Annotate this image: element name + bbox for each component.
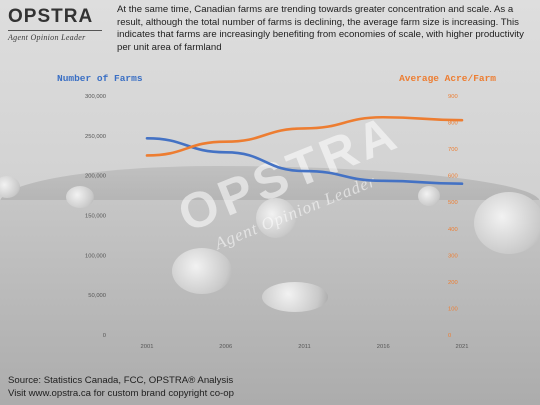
x-axis-tick-label: 2016 [377, 344, 390, 350]
right-axis-title: Average Acre/Farm [399, 73, 496, 84]
left-axis-tick-label: 150,000 [85, 214, 106, 220]
left-axis-tick-label: 50,000 [88, 293, 106, 299]
right-axis-tick-label: 100 [448, 306, 458, 312]
hay-bale [256, 198, 296, 238]
logo-tagline: Agent Opinion Leader [8, 30, 102, 42]
left-axis-tick-label: 100,000 [85, 253, 106, 259]
right-axis-tick-label: 0 [448, 333, 451, 339]
x-axis-tick-label: 2006 [219, 344, 232, 350]
hay-bale [474, 192, 540, 254]
left-axis-tick-label: 200,000 [85, 174, 106, 180]
x-axis-tick-label: 2001 [141, 344, 154, 350]
hay-bale [0, 176, 20, 198]
right-axis-tick-label: 500 [448, 200, 458, 206]
intro-paragraph: At the same time, Canadian farms are tre… [117, 4, 524, 53]
brand-logo: OPSTRA Agent Opinion Leader [8, 6, 102, 42]
left-axis-tick-label: 250,000 [85, 134, 106, 140]
x-axis-tick-label: 2011 [298, 344, 310, 350]
x-axis-tick-label: 2021 [456, 344, 469, 350]
right-axis-tick-label: 600 [448, 174, 458, 180]
hay-bale [66, 186, 94, 208]
acre-series-line [145, 115, 464, 157]
left-axis-title: Number of Farms [57, 73, 143, 84]
hay-bale [262, 282, 328, 312]
right-axis-tick-label: 700 [448, 147, 458, 153]
source-note: Source: Statistics Canada, FCC, OPSTRA® … [8, 375, 234, 386]
right-axis-tick-label: 400 [448, 227, 458, 233]
right-axis-tick-label: 300 [448, 253, 458, 259]
left-axis-tick-label: 0 [103, 333, 106, 339]
visit-note: Visit www.opstra.ca for custom brand cop… [8, 388, 234, 399]
hay-bale [172, 248, 232, 294]
logo-text: OPSTRA [8, 6, 94, 27]
footer: Source: Statistics Canada, FCC, OPSTRA® … [8, 374, 234, 400]
left-axis-tick-label: 300,000 [85, 94, 106, 100]
hay-bale [418, 186, 440, 206]
right-axis-tick-label: 900 [448, 94, 458, 100]
right-axis-tick-label: 200 [448, 280, 458, 286]
right-axis-tick-label: 800 [448, 121, 458, 127]
